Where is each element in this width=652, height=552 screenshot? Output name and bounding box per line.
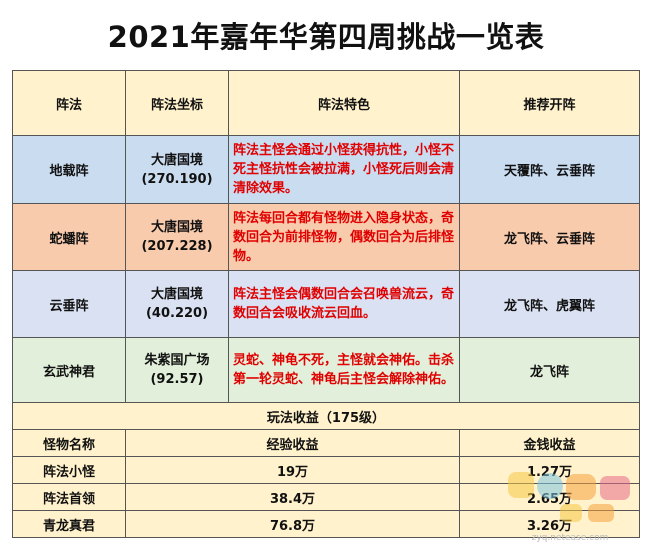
- rewards-header-money: 金钱收益: [459, 429, 640, 457]
- formation-feature: 阵法主怪会偶数回合会召唤兽流云，奇数回合会吸收流云回血。: [228, 270, 460, 338]
- formation-name: 玄武神君: [12, 337, 126, 403]
- rewards-header-row: 怪物名称 经验收益 金钱收益: [12, 429, 640, 457]
- page-title: 2021年嘉年华第四周挑战一览表: [107, 20, 545, 54]
- header-recommend: 推荐开阵: [459, 70, 640, 136]
- formation-recommend: 天覆阵、云垂阵: [459, 135, 640, 204]
- formation-feature: 灵蛇、神龟不死，主怪就会神佑。击杀第一轮灵蛇、神龟后主怪会解除神佑。: [228, 337, 460, 403]
- reward-name: 阵法首领: [12, 483, 126, 511]
- header-coord: 阵法坐标: [125, 70, 229, 136]
- reward-exp: 76.8万: [125, 510, 460, 538]
- formation-recommend: 龙飞阵、虎翼阵: [459, 270, 640, 338]
- reward-name: 阵法小怪: [12, 456, 126, 484]
- watermark-url: zyq.netease.com: [532, 533, 609, 543]
- header-feature: 阵法特色: [228, 70, 460, 136]
- rewards-header-exp: 经验收益: [125, 429, 460, 457]
- table-row: 青龙真君 76.8万 3.26万: [12, 510, 640, 538]
- formation-coord: 大唐国境 (270.190): [125, 135, 229, 204]
- formation-feature: 阵法主怪会通过小怪获得抗性，小怪不死主怪抗性会被拉满，小怪死后则会清清除效果。: [228, 135, 460, 204]
- formation-coord: 大唐国境 (40.220): [125, 270, 229, 338]
- reward-exp: 38.4万: [125, 483, 460, 511]
- rewards-title-row: 玩法收益（175级）: [12, 402, 640, 430]
- formation-recommend: 龙飞阵: [459, 337, 640, 403]
- formation-name: 云垂阵: [12, 270, 126, 338]
- formation-name: 蛇蟠阵: [12, 203, 126, 271]
- formation-recommend: 龙飞阵、云垂阵: [459, 203, 640, 271]
- reward-name: 青龙真君: [12, 510, 126, 538]
- header-formation: 阵法: [12, 70, 126, 136]
- table-row: 阵法小怪 19万 1.27万: [12, 456, 640, 484]
- formation-name: 地载阵: [12, 135, 126, 204]
- table-header-row: 阵法 阵法坐标 阵法特色 推荐开阵: [12, 70, 640, 136]
- formation-coord: 大唐国境 (207.228): [125, 203, 229, 271]
- rewards-header-name: 怪物名称: [12, 429, 126, 457]
- table-row: 云垂阵 大唐国境 (40.220) 阵法主怪会偶数回合会召唤兽流云，奇数回合会吸收…: [12, 270, 640, 338]
- table-row: 蛇蟠阵 大唐国境 (207.228) 阵法每回合都有怪物进入隐身状态，奇数回合为前…: [12, 203, 640, 271]
- rewards-title: 玩法收益（175级）: [12, 402, 640, 430]
- formation-feature: 阵法每回合都有怪物进入隐身状态，奇数回合为前排怪物，偶数回合为后排怪物。: [228, 203, 460, 271]
- site-logo-watermark: zyq.netease.com: [508, 472, 630, 543]
- formation-coord: 朱紫国广场 (92.57): [125, 337, 229, 403]
- table-row: 地载阵 大唐国境 (270.190) 阵法主怪会通过小怪获得抗性，小怪不死主怪抗性…: [12, 135, 640, 204]
- table-row: 玄武神君 朱紫国广场 (92.57) 灵蛇、神龟不死，主怪就会神佑。击杀第一轮灵蛇…: [12, 337, 640, 403]
- reward-exp: 19万: [125, 456, 460, 484]
